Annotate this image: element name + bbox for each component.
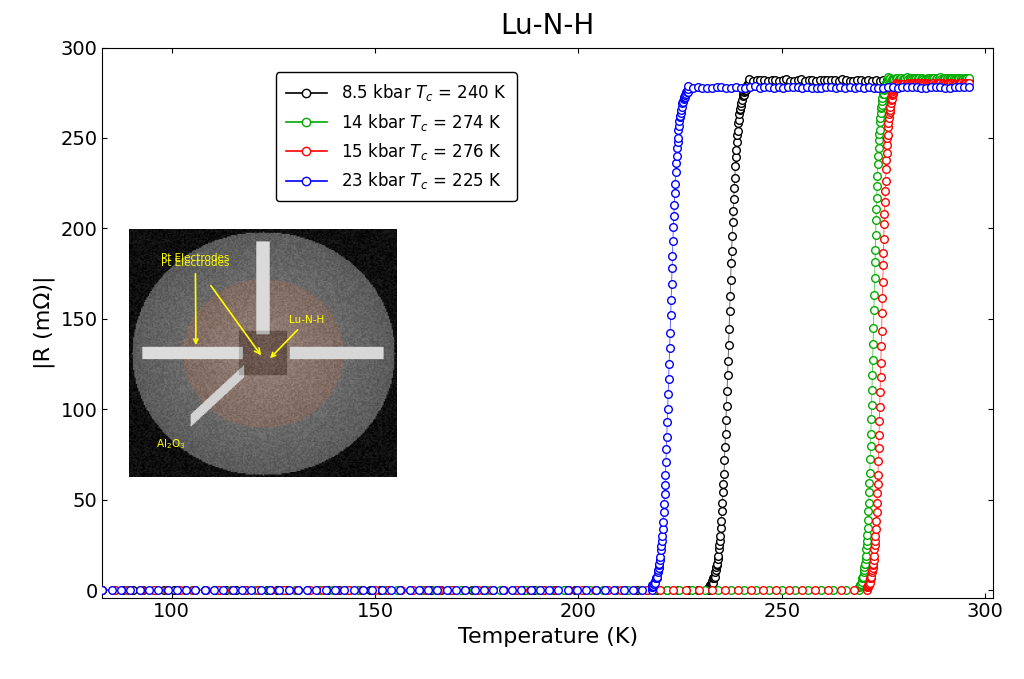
8.5 kbar $T_c$ = 240 K — [96, 586, 109, 594]
8.5 kbar $T_c$ = 240 K — [219, 586, 231, 594]
15 kbar $T_c$ = 276 K — [200, 586, 212, 594]
23 kbar $T_c$ = 225 K — [96, 586, 109, 594]
15 kbar $T_c$ = 276 K — [943, 79, 955, 87]
23 kbar $T_c$ = 225 K — [171, 586, 183, 594]
14 kbar $T_c$ = 274 K — [776, 586, 788, 594]
15 kbar $T_c$ = 276 K — [783, 586, 796, 594]
14 kbar $T_c$ = 274 K — [199, 586, 211, 594]
23 kbar $T_c$ = 225 K — [749, 82, 761, 90]
Legend: 8.5 kbar $T_c$ = 240 K, 14 kbar $T_c$ = 274 K, 15 kbar $T_c$ = 276 K, 23 kbar $T: 8.5 kbar $T_c$ = 240 K, 14 kbar $T_c$ = … — [275, 73, 516, 202]
15 kbar $T_c$ = 276 K — [96, 586, 109, 594]
Line: 23 kbar $T_c$ = 225 K: 23 kbar $T_c$ = 225 K — [98, 83, 973, 594]
14 kbar $T_c$ = 274 K — [901, 73, 913, 81]
14 kbar $T_c$ = 274 K — [96, 586, 109, 594]
23 kbar $T_c$ = 225 K — [590, 586, 602, 594]
Title: Lu-N-H: Lu-N-H — [501, 12, 595, 39]
15 kbar $T_c$ = 276 K — [575, 586, 588, 594]
15 kbar $T_c$ = 276 K — [963, 79, 975, 88]
Line: 8.5 kbar $T_c$ = 240 K: 8.5 kbar $T_c$ = 240 K — [98, 75, 973, 594]
8.5 kbar $T_c$ = 240 K — [476, 586, 488, 594]
14 kbar $T_c$ = 274 K — [963, 74, 975, 82]
8.5 kbar $T_c$ = 240 K — [641, 586, 653, 594]
Line: 14 kbar $T_c$ = 274 K: 14 kbar $T_c$ = 274 K — [98, 73, 973, 594]
14 kbar $T_c$ = 274 K — [570, 586, 583, 594]
14 kbar $T_c$ = 274 K — [250, 586, 262, 594]
8.5 kbar $T_c$ = 240 K — [963, 75, 975, 84]
23 kbar $T_c$ = 225 K — [963, 83, 975, 91]
23 kbar $T_c$ = 225 K — [440, 586, 453, 594]
14 kbar $T_c$ = 274 K — [950, 75, 963, 83]
Y-axis label: |R (mΩ)|: |R (mΩ)| — [34, 276, 55, 369]
X-axis label: Temperature (K): Temperature (K) — [458, 627, 638, 647]
14 kbar $T_c$ = 274 K — [941, 73, 953, 81]
8.5 kbar $T_c$ = 240 K — [796, 75, 808, 84]
8.5 kbar $T_c$ = 240 K — [903, 75, 915, 84]
8.5 kbar $T_c$ = 240 K — [178, 586, 190, 594]
15 kbar $T_c$ = 276 K — [951, 80, 964, 88]
23 kbar $T_c$ = 225 K — [920, 84, 932, 92]
8.5 kbar $T_c$ = 240 K — [929, 77, 941, 85]
15 kbar $T_c$ = 276 K — [907, 79, 920, 87]
Line: 15 kbar $T_c$ = 276 K: 15 kbar $T_c$ = 276 K — [98, 79, 973, 594]
15 kbar $T_c$ = 276 K — [252, 586, 264, 594]
23 kbar $T_c$ = 225 K — [208, 586, 220, 594]
23 kbar $T_c$ = 225 K — [887, 83, 899, 91]
